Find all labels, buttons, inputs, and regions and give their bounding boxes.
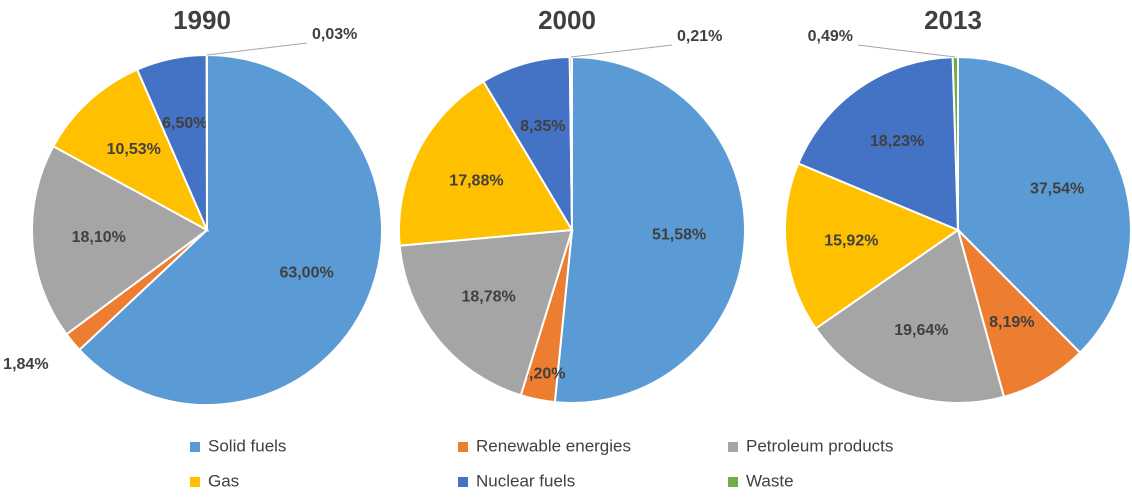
leader-line [571, 45, 672, 57]
data-label: 15,92% [824, 233, 878, 250]
legend-label: Waste [746, 471, 794, 490]
data-label: 17,88% [449, 173, 503, 190]
data-label: 6,50% [162, 115, 207, 132]
legend-label: Petroleum products [746, 436, 893, 455]
legend-label: Gas [208, 471, 239, 490]
legend-label: Renewable energies [476, 436, 631, 455]
legend-swatch [728, 442, 738, 452]
pie-title: 1990 [173, 5, 231, 35]
data-label: 10,53% [107, 141, 161, 158]
legend-swatch [190, 477, 200, 487]
legend-swatch [190, 442, 200, 452]
data-label: 63,00% [279, 264, 333, 281]
data-label: 0,03% [312, 26, 357, 43]
legend-swatch [458, 477, 468, 487]
pie-slice [555, 57, 745, 403]
data-label: 8,35% [520, 118, 565, 135]
data-label: 37,54% [1030, 180, 1084, 197]
legend-label: Solid fuels [208, 436, 286, 455]
legend-label: Nuclear fuels [476, 471, 575, 490]
legend-swatch [458, 442, 468, 452]
pie-title: 2000 [538, 5, 596, 35]
leader-line [207, 43, 307, 55]
data-label: 18,23% [870, 133, 924, 150]
data-label: 1,84% [3, 356, 48, 373]
data-label: 8,19% [989, 314, 1034, 331]
data-label: 51,58% [652, 227, 706, 244]
data-label: 0,49% [808, 28, 853, 45]
data-label: 19,64% [894, 322, 948, 339]
pie-title: 2013 [924, 5, 982, 35]
data-label: 18,10% [72, 229, 126, 246]
data-label: 0,21% [677, 28, 722, 45]
leader-line [858, 45, 955, 57]
legend-swatch [728, 477, 738, 487]
data-label: 18,78% [461, 289, 515, 306]
